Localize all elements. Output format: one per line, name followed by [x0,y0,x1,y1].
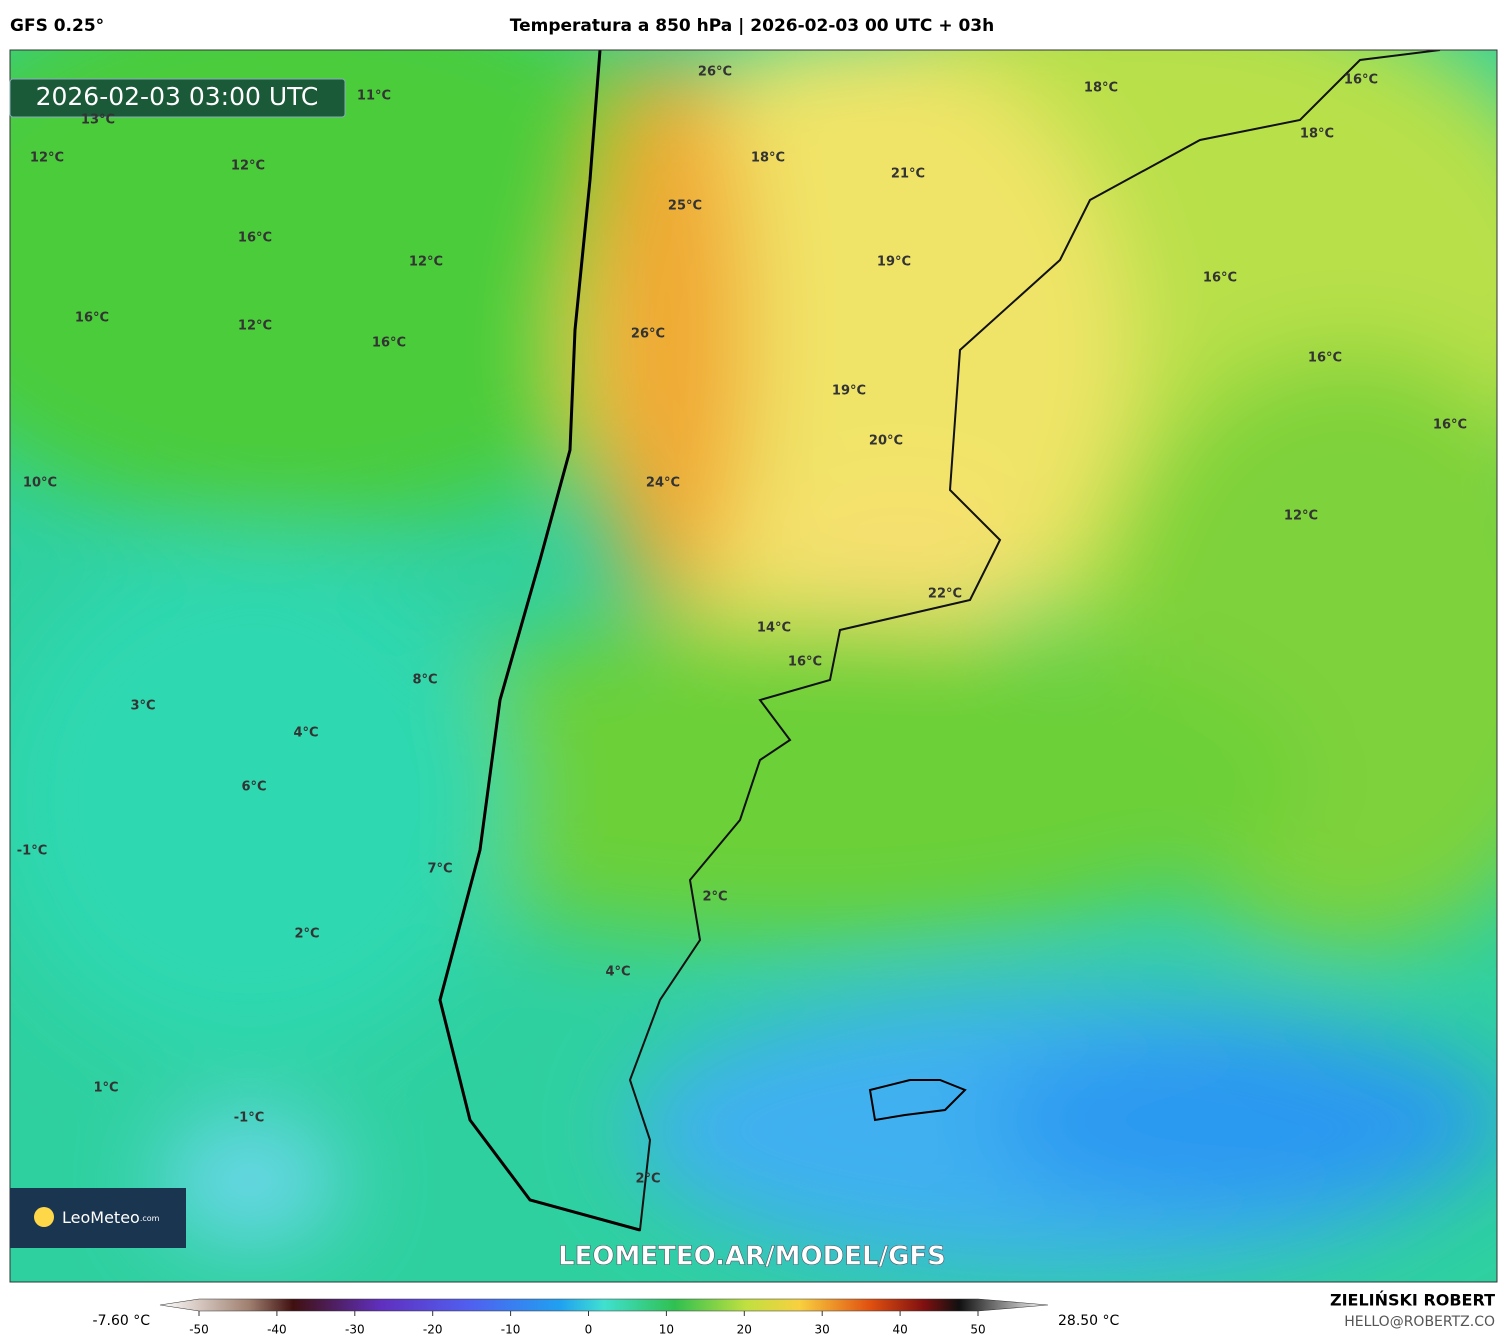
temperature-label: 16°C [1308,351,1342,366]
colorbar-tick-label: -20 [423,1323,443,1337]
watermark: LEOMETEO.AR/MODEL/GFS [558,1242,946,1272]
temperature-label: 12°C [238,319,272,334]
temperature-label: 16°C [1344,73,1378,88]
colorbar-tick-label: -10 [501,1323,521,1337]
temperature-label: 13°C [81,113,115,128]
temperature-label: 18°C [751,151,785,166]
temperature-label: 1°C [93,1081,118,1096]
temperature-label: 7°C [427,862,452,877]
temperature-label: 26°C [698,65,732,80]
colorbar-tick-label: 0 [585,1323,593,1337]
temperature-label: 18°C [1300,127,1334,142]
temperature-label: 25°C [668,199,702,214]
temperature-label: 26°C [631,327,665,342]
temperature-label: 12°C [30,151,64,166]
colorbar-tick-label: 30 [815,1323,830,1337]
colorbar-tick-label: 10 [659,1323,674,1337]
temperature-label: 16°C [238,231,272,246]
colorbar-tick-label: 40 [892,1323,907,1337]
temperature-label: 12°C [231,159,265,174]
temperature-label: 11°C [357,89,391,104]
temperature-label: 19°C [877,255,911,270]
temperature-label: 16°C [372,336,406,351]
logo-suffix: .com [140,1214,160,1223]
temperature-label: 2°C [635,1172,660,1187]
map [10,50,1497,1282]
colorbar-max: 28.50 °C [1058,1313,1120,1329]
temperature-label: 18°C [1084,81,1118,96]
temperature-label: 21°C [891,167,925,182]
colorbar-tick-label: -30 [345,1323,365,1337]
colorbar-tick-label: 20 [737,1323,752,1337]
temperature-label: 16°C [1433,418,1467,433]
temperature-label: 24°C [646,476,680,491]
temperature-label: 19°C [832,384,866,399]
title: Temperatura a 850 hPa | 2026-02-03 00 UT… [510,16,995,36]
logo-name: LeoMeteo [62,1208,140,1227]
model-name: GFS 0.25° [10,16,104,36]
temperature-label: 14°C [757,621,791,636]
temperature-label: -1°C [17,844,47,859]
temperature-label: 6°C [241,780,266,795]
temperature-label: 2°C [294,927,319,942]
temperature-label: 20°C [869,434,903,449]
temperature-label: -1°C [234,1111,264,1126]
temperature-label: 16°C [75,311,109,326]
temperature-label: 4°C [605,965,630,980]
author-email: HELLO@ROBERTZ.CO [1344,1314,1495,1330]
temperature-labels: 11°C 13°C 12°C 12°C 16°C 12°C 16°C 12°C 16°C 10°C… [17,65,1467,1187]
colorbar-tick-label: -50 [189,1323,209,1337]
temperature-label: 16°C [1203,271,1237,286]
temperature-label: 4°C [293,726,318,741]
logo-sun [34,1207,54,1227]
author: ZIELIŃSKI ROBERT [1330,1291,1495,1310]
logo: LeoMeteo.com [62,1208,160,1227]
temperature-label: 12°C [1284,509,1318,524]
temperature-label: 2°C [702,890,727,905]
colorbar-tick-label: -40 [267,1323,287,1337]
colorbar [159,1298,1049,1312]
timestamp-box [9,78,346,118]
temperature-label: 16°C [788,655,822,670]
temperature-label: 12°C [409,255,443,270]
colorbar-min: -7.60 °C [93,1313,151,1329]
temperature-label: 3°C [130,699,155,714]
colorbar-tick-label: 50 [970,1323,985,1337]
temperature-label: 8°C [412,673,437,688]
timestamp: 2026-02-03 03:00 UTC [36,82,319,111]
temperature-label: 10°C [23,476,57,491]
temperature-label: 22°C [928,587,962,602]
